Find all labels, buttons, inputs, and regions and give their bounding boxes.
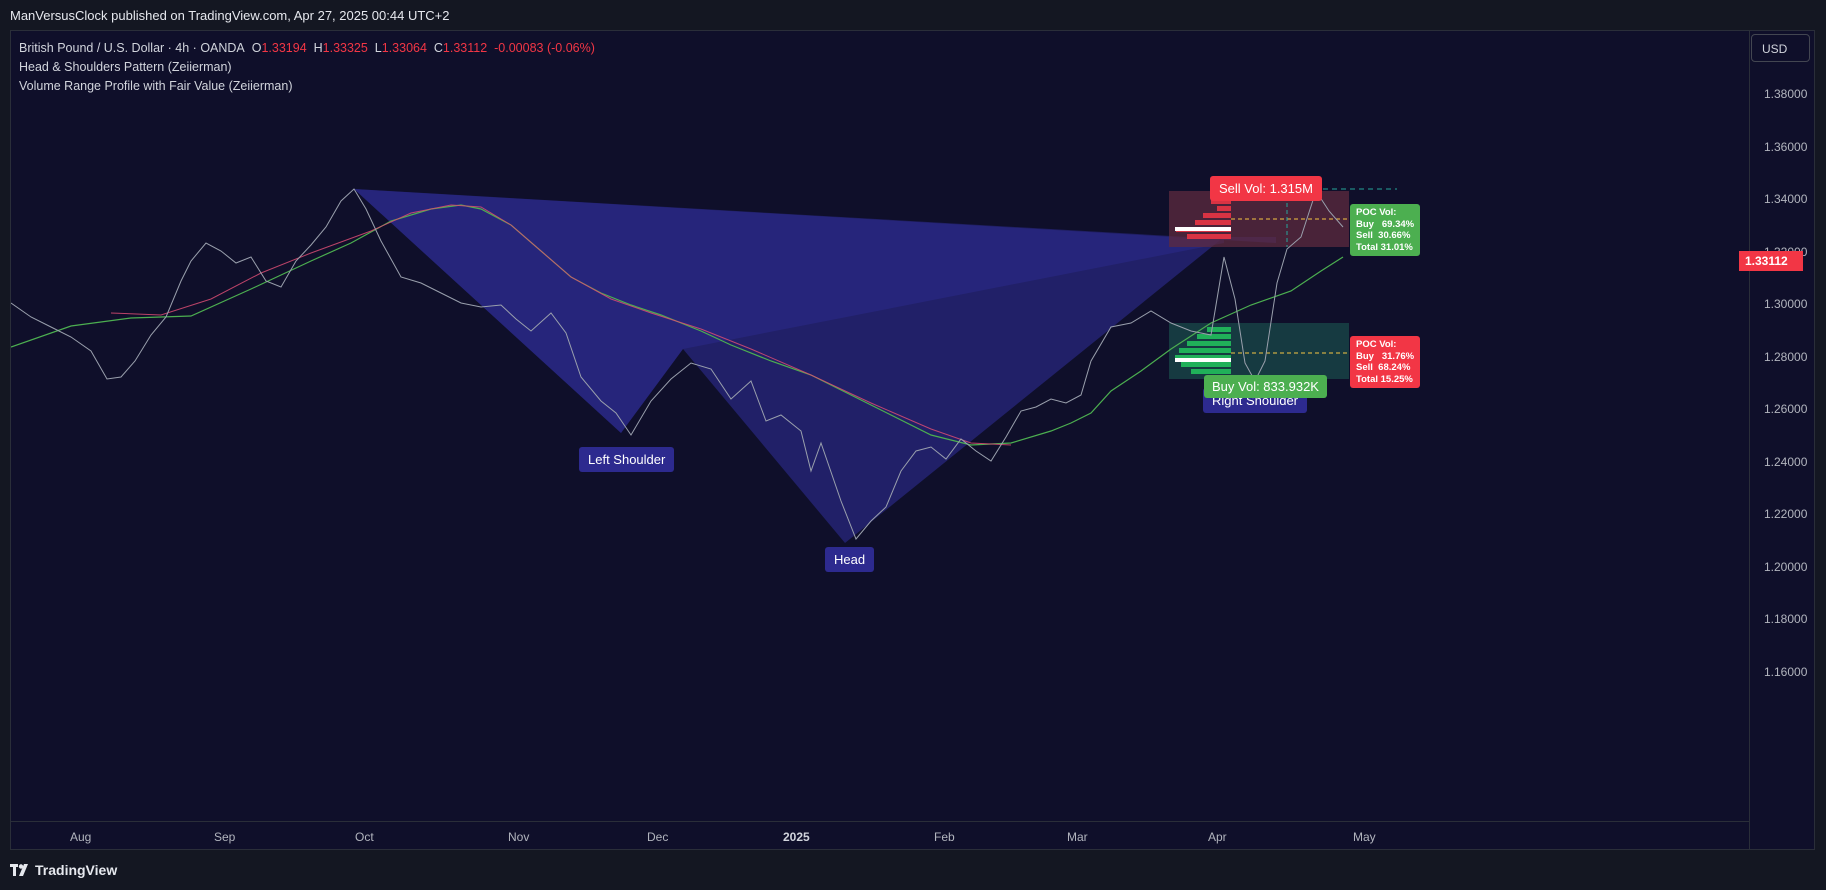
change-value: -0.00083 (-0.06%) xyxy=(494,41,595,55)
time-tick-may: May xyxy=(1353,830,1376,844)
close-value: 1.33112 xyxy=(442,41,488,55)
buy-histogram xyxy=(1175,327,1231,374)
time-tick-feb: Feb xyxy=(934,830,955,844)
price-tick: 1.24000 xyxy=(1764,455,1808,469)
time-tick-2025: 2025 xyxy=(783,830,810,844)
moving-average-red xyxy=(110,204,1012,446)
footer: TradingView xyxy=(0,852,1826,890)
time-tick-aug: Aug xyxy=(70,830,92,844)
left-shoulder-label: Left Shoulder xyxy=(579,447,675,472)
moving-average-green xyxy=(11,204,1344,446)
price-tick: 1.20000 xyxy=(1764,560,1808,574)
price-tick: 1.16000 xyxy=(1764,665,1808,679)
tradingview-brand[interactable]: TradingView xyxy=(10,862,117,878)
buy-poc-bar xyxy=(1175,358,1231,362)
chart-legend: British Pound / U.S. Dollar · 4h · OANDA… xyxy=(19,39,595,96)
price-tick: 1.30000 xyxy=(1764,297,1808,311)
time-tick-dec: Dec xyxy=(647,830,669,844)
indicator-head-shoulders[interactable]: Head & Shoulders Pattern (Zeiierman) xyxy=(19,60,232,74)
poc-top-label: POC Vol: Buy 69.34% Sell 30.66% Total 31… xyxy=(1350,204,1421,256)
symbol-line: British Pound / U.S. Dollar · 4h · OANDA… xyxy=(19,41,595,55)
last-price-label: 1.33112 xyxy=(1739,251,1803,271)
price-series xyxy=(11,188,1344,540)
time-axis[interactable]: Aug Sep Oct Nov Dec 2025 Feb Mar Apr May xyxy=(11,821,1749,849)
time-tick-oct: Oct xyxy=(355,830,374,844)
price-tick: 1.28000 xyxy=(1764,350,1808,364)
price-axis[interactable]: 1.38000 1.36000 1.34000 1.32000 1.30000 … xyxy=(1749,31,1814,849)
head-label: Head xyxy=(825,547,875,572)
time-tick-apr: Apr xyxy=(1208,830,1227,844)
time-tick-nov: Nov xyxy=(508,830,530,844)
brand-text: TradingView xyxy=(35,862,118,878)
buy-volume-label: Buy Vol: 833.932K xyxy=(1204,375,1327,398)
time-tick-sep: Sep xyxy=(214,830,236,844)
open-value: 1.33194 xyxy=(261,41,307,55)
symbol-name[interactable]: British Pound / U.S. Dollar · 4h · OANDA xyxy=(19,41,245,55)
price-tick: 1.34000 xyxy=(1764,192,1808,206)
high-value: 1.33325 xyxy=(322,41,368,55)
price-tick: 1.18000 xyxy=(1764,612,1808,626)
poc-bottom-label: POC Vol: Buy 31.76% Sell 68.24% Total 15… xyxy=(1350,336,1421,388)
low-value: 1.33064 xyxy=(381,41,427,55)
price-tick: 1.38000 xyxy=(1764,87,1808,101)
publisher-info: ManVersusClock published on TradingView.… xyxy=(10,8,450,23)
price-tick: 1.22000 xyxy=(1764,507,1808,521)
sell-volume-label: Sell Vol: 1.315M xyxy=(1210,176,1322,201)
price-tick: 1.36000 xyxy=(1764,140,1808,154)
indicator-volume-profile[interactable]: Volume Range Profile with Fair Value (Ze… xyxy=(19,79,293,93)
tradingview-logo-icon xyxy=(10,864,28,876)
sell-poc-bar xyxy=(1175,227,1231,231)
price-tick: 1.26000 xyxy=(1764,402,1808,416)
currency-button[interactable]: USD xyxy=(1751,34,1810,62)
chart-plot[interactable] xyxy=(11,31,1749,821)
chart-frame[interactable]: British Pound / U.S. Dollar · 4h · OANDA… xyxy=(10,30,1815,850)
time-tick-mar: Mar xyxy=(1067,830,1088,844)
pattern-neckline-area xyxy=(354,189,1224,433)
top-bar: ManVersusClock published on TradingView.… xyxy=(0,0,1826,30)
